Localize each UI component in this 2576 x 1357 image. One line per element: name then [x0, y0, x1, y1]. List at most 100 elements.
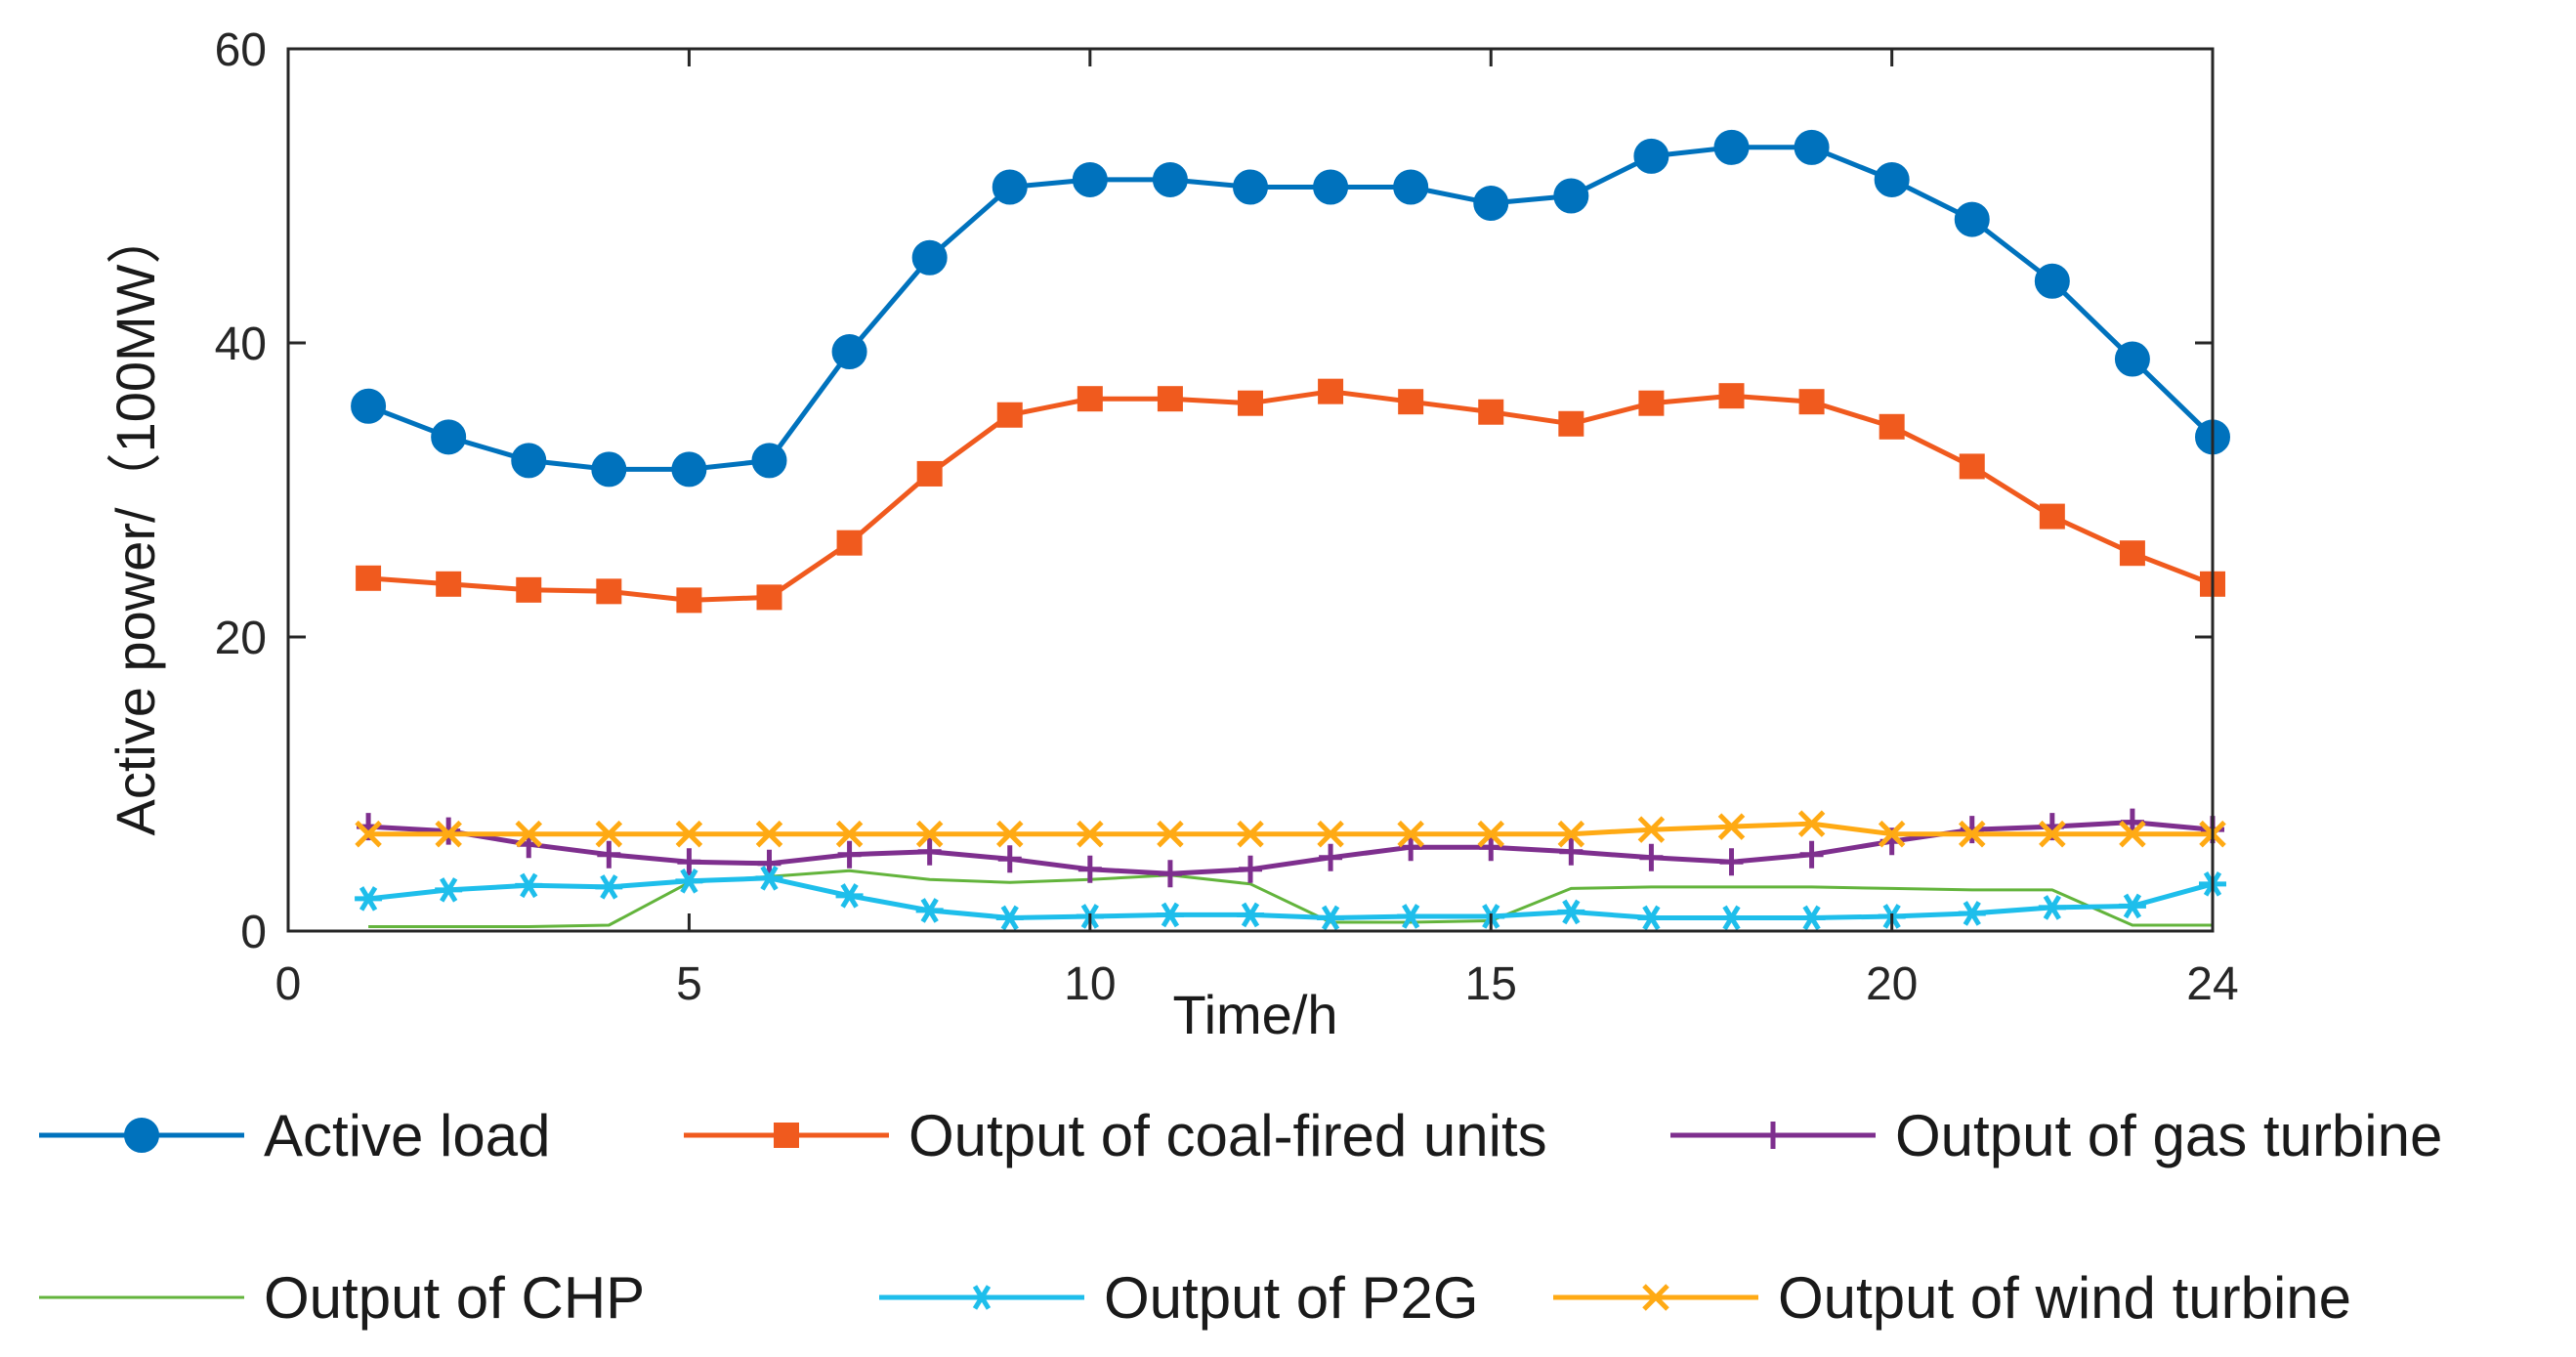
data-point [1397, 904, 1425, 929]
data-point [431, 419, 467, 455]
series-layer [351, 129, 2230, 931]
legend-label: Active load [264, 1103, 551, 1168]
data-point [1479, 833, 1503, 862]
plot-frame [286, 47, 2215, 933]
legend: Active load Output of coal-fired units Out… [39, 1103, 2442, 1331]
data-point [2038, 895, 2066, 920]
data-point [1473, 186, 1509, 222]
y-tick-label: 40 [215, 318, 267, 370]
data-point [1558, 410, 1584, 437]
data-point [915, 820, 944, 848]
data-point [595, 820, 623, 848]
data-point [2118, 893, 2146, 919]
data-point [1794, 129, 1830, 165]
data-point [917, 837, 942, 866]
data-point [1798, 389, 1825, 415]
data-point [1237, 902, 1264, 928]
data-point [1077, 820, 1104, 848]
data-point [1797, 810, 1826, 837]
data-point [1317, 905, 1345, 931]
legend-marker [1642, 1284, 1669, 1311]
data-point [1399, 833, 1423, 862]
legend-item-5: Output of P2G [879, 1265, 1479, 1331]
x-tick-label: 10 [1064, 958, 1116, 1010]
data-point [2119, 820, 2146, 848]
data-point [1718, 383, 1745, 409]
data-point [1319, 843, 1343, 871]
series-line [368, 869, 2213, 928]
y-tick-label: 60 [215, 24, 267, 76]
legend-item-2: Output of coal-fired units [684, 1103, 1547, 1168]
data-point [1233, 169, 1268, 205]
data-point [435, 820, 462, 848]
data-point [831, 334, 867, 370]
series-2 [356, 378, 2225, 614]
legend-label: Output of P2G [1104, 1265, 1479, 1331]
data-point [1553, 178, 1589, 214]
data-point [1878, 820, 1906, 848]
data-point [1557, 820, 1585, 848]
x-tick-label: 24 [2186, 958, 2238, 1010]
x-tick-label: 20 [1866, 958, 1918, 1010]
data-point [1958, 820, 1986, 848]
data-point [1713, 129, 1750, 165]
data-point [671, 451, 707, 488]
data-point [1954, 201, 1990, 237]
data-point [911, 239, 948, 276]
data-point [1799, 840, 1824, 869]
data-point [1152, 161, 1188, 197]
legend-item-4: Output of CHP [39, 1265, 645, 1331]
series-6 [355, 810, 2226, 848]
data-point [511, 443, 547, 479]
data-point [1638, 390, 1665, 416]
data-point [995, 905, 1024, 931]
data-point [515, 872, 543, 899]
data-point [837, 840, 862, 869]
data-point [756, 584, 782, 611]
series-line [367, 389, 2214, 603]
data-point [677, 848, 701, 876]
data-point [836, 530, 863, 556]
x-tick-label: 0 [275, 958, 302, 1010]
data-point [992, 169, 1028, 205]
data-point [436, 571, 462, 597]
data-point [2119, 540, 2145, 567]
data-point [1797, 905, 1826, 931]
data-point [755, 820, 783, 848]
data-point [916, 460, 943, 487]
legend-marker [124, 1118, 159, 1153]
data-point [356, 565, 382, 591]
data-point [1237, 820, 1264, 848]
data-point [675, 820, 703, 848]
legend-label: Output of gas turbine [1895, 1103, 2442, 1168]
data-point [1072, 161, 1108, 197]
data-point [1557, 899, 1585, 925]
data-point [1637, 905, 1666, 931]
legend-item-1: Active load [39, 1103, 551, 1168]
data-point [1077, 855, 1102, 883]
legend-item-3: Output of gas turbine [1670, 1103, 2442, 1168]
data-point [1397, 820, 1424, 848]
data-point [1157, 386, 1183, 412]
data-point [1477, 820, 1505, 848]
data-point [835, 820, 864, 848]
data-point [1637, 816, 1666, 843]
data-point [1958, 901, 1986, 926]
data-point [351, 388, 387, 424]
legend-label: Output of coal-fired units [908, 1103, 1547, 1168]
y-axis-title: Active power/（100MW） [105, 209, 166, 835]
data-point [597, 840, 621, 869]
data-point [435, 877, 463, 903]
data-point [1156, 902, 1184, 928]
data-point [996, 402, 1023, 428]
data-point [1478, 399, 1504, 425]
data-point [1077, 386, 1103, 412]
series-line [368, 821, 2213, 837]
data-point [1717, 905, 1746, 931]
series-line [367, 820, 2214, 876]
data-point [1318, 378, 1344, 404]
y-tick-label: 20 [215, 613, 267, 664]
data-point [1959, 453, 1985, 480]
data-point [676, 587, 702, 614]
